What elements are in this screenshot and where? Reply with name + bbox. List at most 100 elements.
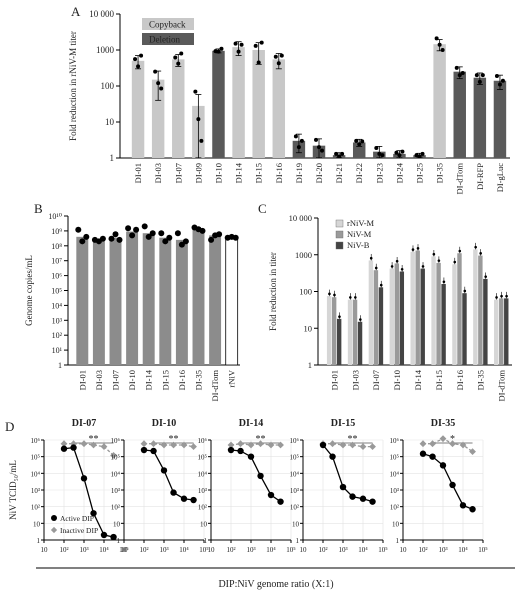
x-tick-label-b: DI-dTom [210, 370, 220, 402]
x-tick-label-a: DI-14 [234, 162, 244, 183]
data-point-active-d [110, 533, 117, 541]
data-point-active-d [150, 447, 157, 455]
data-point-active-d [190, 496, 197, 504]
data-point-active-d [459, 502, 467, 509]
data-point-a [480, 73, 485, 78]
legend-marker-d [50, 526, 58, 534]
data-point-inactive-d [60, 440, 68, 448]
legend-label-c: NiV-B [347, 240, 370, 250]
y-tick-label-d: 10³ [31, 487, 40, 495]
data-point-c [505, 294, 508, 298]
x-tick-label-d: 10³ [159, 546, 168, 554]
data-point-active-d [180, 495, 188, 502]
data-point-a [474, 73, 479, 78]
bar-c [331, 297, 337, 365]
data-point-a [159, 86, 164, 91]
bar-c [399, 271, 405, 365]
data-point-a [314, 137, 318, 142]
data-point-active-d [369, 498, 376, 505]
x-tick-label-d: 10³ [79, 546, 88, 554]
y-tick-label-d: 10⁵ [290, 454, 300, 462]
bar-c [378, 287, 384, 365]
data-point-b [112, 231, 119, 238]
x-tick-label-a: DI-23 [374, 163, 384, 183]
data-point-a [293, 134, 298, 139]
data-point-a [136, 64, 141, 69]
legend-swatch-c [335, 241, 344, 250]
data-point-active-d [339, 483, 347, 491]
data-point-active-d [319, 441, 327, 449]
data-point-active-d [439, 462, 447, 469]
data-point-inactive-d [150, 440, 157, 448]
bar-c [373, 270, 379, 365]
data-point-a [454, 65, 459, 70]
bar-b [92, 239, 105, 365]
x-tick-label-b: DI-07 [111, 370, 121, 390]
x-tick-label-c: DI-07 [371, 370, 381, 390]
data-point-active-d [449, 481, 456, 489]
y-tick-label-b: 10⁸ [51, 242, 62, 251]
bar-a [453, 71, 466, 158]
x-tick-label-a: DI-15 [254, 163, 264, 183]
significance-label-d: * [450, 434, 455, 445]
bar-a [433, 44, 446, 158]
x-tick-label-d: 10 [41, 546, 49, 554]
significance-label-d: ** [169, 434, 179, 445]
y-tick-label-d: 10 [33, 520, 41, 528]
data-point-b [116, 236, 123, 243]
data-point-c [338, 315, 341, 318]
data-point-c [432, 252, 436, 256]
subplot-title-d: DI-14 [239, 418, 263, 429]
data-point-a [219, 46, 224, 51]
data-point-c [349, 296, 352, 299]
bar-c [394, 263, 400, 365]
bar-c [352, 299, 358, 365]
data-point-b [145, 233, 152, 240]
significance-label-d: ** [89, 434, 99, 445]
data-point-c [463, 289, 467, 293]
x-tick-label-d: 10² [318, 546, 327, 554]
data-point-c [421, 265, 425, 268]
data-point-c [474, 245, 477, 249]
x-tick-label-d: 10 [300, 546, 308, 554]
data-point-inactive-d [449, 440, 456, 448]
legend-label-d: Active DIP [60, 514, 94, 523]
data-point-b [133, 226, 140, 233]
x-tick-label-a: DI-35 [435, 163, 445, 183]
y-tick-label-d: 10⁵ [198, 454, 208, 462]
panel-label-c: C [258, 201, 267, 216]
data-point-c [379, 283, 383, 287]
x-tick-label-d: 10² [418, 546, 427, 554]
bar-b [225, 237, 239, 366]
x-tick-label-d: 10⁴ [99, 546, 109, 554]
data-point-b [166, 234, 173, 241]
data-point-a [196, 117, 201, 122]
y-tick-label-d: 10² [31, 504, 40, 512]
data-point-c [400, 267, 404, 271]
y-tick-label-d: 10⁴ [31, 470, 41, 478]
y-tick-label-d: 10⁶ [290, 437, 300, 445]
y-tick-label-b: 10³ [52, 316, 63, 325]
y-tick-label-d: 1 [117, 537, 121, 545]
data-point-a [497, 82, 502, 87]
data-point-a [337, 154, 342, 159]
data-point-active-d [70, 444, 77, 451]
data-point-c [374, 266, 378, 270]
data-point-c [500, 294, 503, 298]
data-point-active-d [170, 489, 177, 496]
data-point-inactive-d [190, 443, 197, 451]
y-tick-label-a: 1 [110, 153, 115, 163]
data-point-a [397, 153, 402, 158]
data-point-inactive-d [329, 440, 336, 448]
y-tick-label-d: 10⁶ [390, 437, 400, 445]
legend-swatch-a [142, 18, 194, 30]
data-point-c [328, 292, 331, 296]
x-tick-label-d: 10⁴ [179, 546, 189, 554]
y-tick-label-b: 10⁹ [51, 227, 62, 236]
x-tick-label-d: 10 [121, 546, 129, 554]
data-point-b [162, 238, 169, 245]
y-tick-label-d: 10⁵ [390, 454, 400, 462]
y-tick-label-d: 1 [296, 537, 300, 545]
x-tick-label-a: DI-24 [394, 162, 404, 183]
